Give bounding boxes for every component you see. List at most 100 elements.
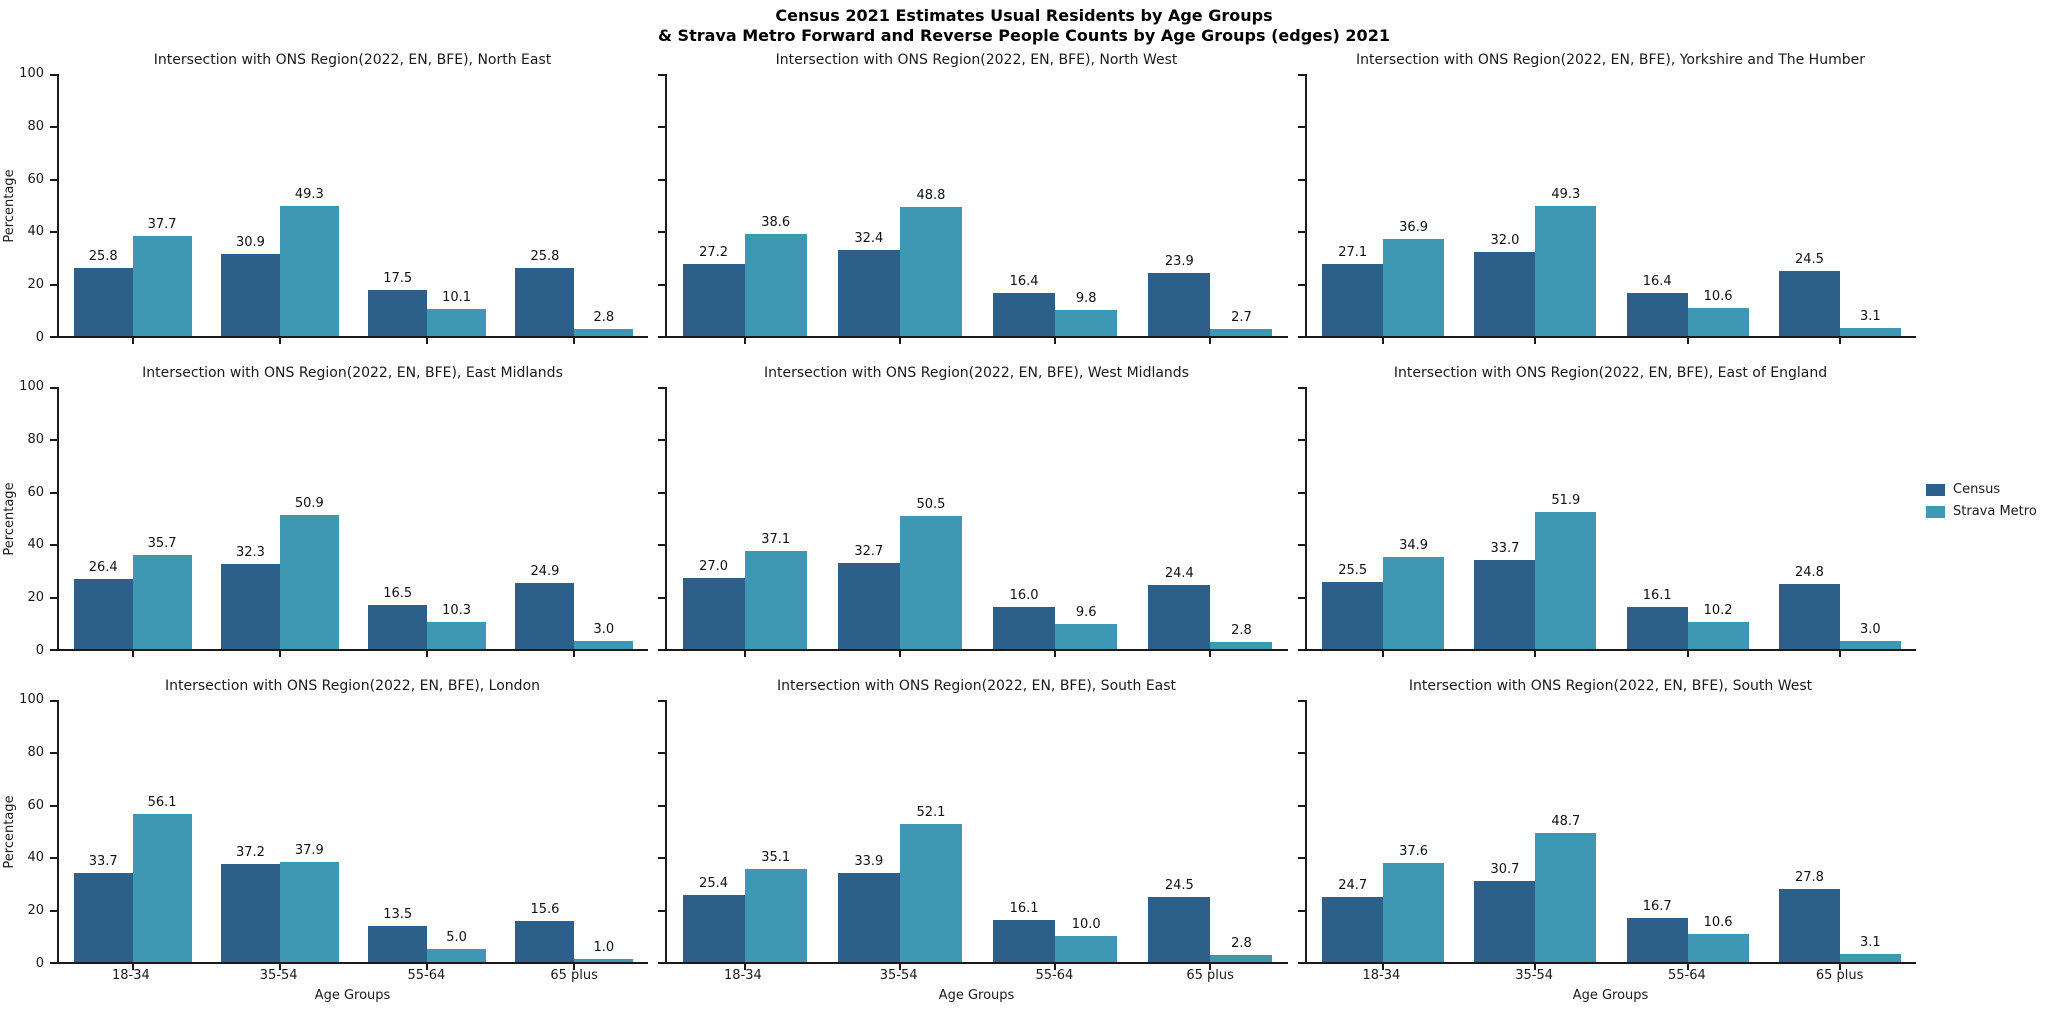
- bar-value-label: 38.6: [761, 215, 791, 231]
- bar-strava-metro: [279, 514, 339, 649]
- x-tick-labels: 18-34 35-54 55-64 65 plus: [57, 964, 648, 988]
- bar-value-label: 16.1: [1009, 900, 1039, 916]
- bar-value-label: 35.1: [761, 850, 791, 866]
- subplot-title: Intersection with ONS Region(2022, EN, B…: [1356, 52, 1865, 68]
- x-tick-mark: [743, 964, 746, 970]
- y-axis-gutter: [1288, 387, 1305, 651]
- bar-value-label: 10.3: [442, 602, 472, 618]
- bar-value-label: 1.0: [593, 940, 615, 956]
- y-tick-mark: [1298, 491, 1305, 494]
- y-tick-mark: [50, 700, 57, 702]
- y-tick-mark: [50, 804, 57, 807]
- bar-strava-metro: [744, 869, 807, 962]
- y-tick-label: 40: [27, 537, 44, 553]
- x-tick-mark: [278, 338, 281, 344]
- bar-value-label: 10.2: [1703, 603, 1733, 619]
- bar-strava-metro: [427, 309, 487, 336]
- y-tick-mark: [1298, 231, 1305, 234]
- bar-strava-metro: [744, 551, 807, 649]
- bar-census: [993, 606, 1056, 649]
- x-tick-mark: [898, 964, 901, 970]
- bar-value-label: 3.1: [1859, 934, 1881, 950]
- subplot-west-midlands: Intersection with ONS Region(2022, EN, B…: [648, 363, 1288, 657]
- bar-value-label: 32.3: [235, 544, 265, 560]
- bar-value-label: 25.5: [1338, 562, 1368, 578]
- y-tick-mark: [658, 700, 665, 702]
- bar-census: [837, 250, 900, 336]
- subplot-title: Intersection with ONS Region(2022, EN, B…: [764, 365, 1189, 381]
- subplot-title: Intersection with ONS Region(2022, EN, B…: [1408, 678, 1813, 694]
- x-tick-mark: [426, 651, 429, 657]
- bar-census: [837, 562, 900, 649]
- y-tick-label: 20: [27, 590, 44, 606]
- y-tick-mark: [1298, 597, 1305, 600]
- y-axis-gutter: [1288, 700, 1305, 964]
- subplot-body: 0 20 40 60 80 100 Percentage 26.4 35.7 32.3 50.9 16…: [0, 379, 648, 658]
- bar-census: [1778, 271, 1840, 336]
- y-tick-mark: [50, 387, 57, 389]
- bar-value-label: 48.8: [916, 188, 946, 204]
- y-tick-label: 0: [35, 956, 44, 971]
- bar-strava-metro: [1687, 308, 1749, 336]
- subplot-body: 27.0 37.1 32.7 50.5 16.0 9.6 24.4 2.8: [648, 387, 1288, 657]
- y-tick-mark: [1298, 387, 1305, 389]
- legend-entry: Strava Metro: [1926, 504, 2037, 519]
- y-tick-mark: [658, 284, 665, 287]
- bar-value-label: 50.9: [294, 495, 324, 511]
- y-tick-label: 100: [19, 66, 44, 81]
- y-tick-label: 20: [27, 903, 44, 919]
- y-tick-mark: [1298, 284, 1305, 287]
- bar-value-label: 13.5: [383, 907, 413, 923]
- subplot-body: 0 20 40 60 80 100 Percentage 25.8 37.7 30.9 49.3 17…: [0, 66, 648, 345]
- y-tick-label: 80: [27, 431, 44, 447]
- y-tick-mark: [50, 438, 57, 441]
- legend-label: Strava Metro: [1953, 504, 2037, 519]
- bar-strava-metro: [1383, 238, 1445, 336]
- bar-value-label: 56.1: [147, 794, 177, 810]
- plot-area: 27.0 37.1 32.7 50.5 16.0 9.6 24.4 2.8: [658, 387, 1288, 657]
- bar-value-label: 16.4: [1642, 273, 1672, 289]
- bar-strava-metro: [1210, 328, 1273, 336]
- legend-swatch-strava-metro: [1926, 505, 1945, 518]
- x-tick-mark: [573, 964, 576, 970]
- bar-census: [515, 267, 575, 336]
- subplot-title: Intersection with ONS Region(2022, EN, B…: [775, 52, 1178, 68]
- x-tick-mark: [1838, 651, 1841, 657]
- bar-census: [837, 872, 900, 962]
- bar-strava-metro: [1535, 833, 1597, 962]
- bar-value-label: 17.5: [383, 270, 413, 286]
- bar-census: [368, 926, 428, 962]
- bar-value-label: 30.9: [235, 235, 265, 251]
- subplot-south-west: Intersection with ONS Region(2022, EN, B…: [1288, 676, 1916, 1006]
- y-tick-mark: [1298, 649, 1305, 651]
- bar-value-label: 33.7: [88, 854, 118, 870]
- bar-strava-metro: [1839, 641, 1901, 649]
- bar-strava-metro: [1839, 953, 1901, 962]
- legend: Census Strava Metro: [1926, 482, 2037, 526]
- y-tick-mark: [1298, 544, 1305, 547]
- subplot-north-east: Intersection with ONS Region(2022, EN, B…: [0, 50, 648, 345]
- x-tick-mark: [1534, 964, 1537, 970]
- y-tick-mark: [658, 438, 665, 441]
- bar-value-label: 24.8: [1794, 564, 1824, 580]
- x-tick-mark: [1054, 964, 1057, 970]
- y-tick-mark: [50, 284, 57, 287]
- y-axis-label: Percentage: [2, 169, 17, 243]
- subplot-north-west: Intersection with ONS Region(2022, EN, B…: [648, 50, 1288, 344]
- bar-value-label: 16.5: [383, 586, 413, 602]
- y-tick-label: 100: [19, 379, 44, 394]
- x-tick-mark: [1382, 964, 1385, 970]
- bar-value-label: 16.7: [1642, 898, 1672, 914]
- bar-census: [73, 873, 133, 962]
- bar-census: [1322, 896, 1384, 962]
- x-tick-mark: [1209, 651, 1212, 657]
- y-tick-mark: [1298, 74, 1305, 76]
- bar-value-label: 52.1: [916, 805, 946, 821]
- bar-census: [1322, 581, 1384, 649]
- bar-census: [1778, 583, 1840, 649]
- bar-strava-metro: [1687, 622, 1749, 649]
- bar-value-label: 48.7: [1551, 814, 1581, 830]
- bar-census: [1626, 606, 1688, 649]
- y-tick-mark: [658, 804, 665, 807]
